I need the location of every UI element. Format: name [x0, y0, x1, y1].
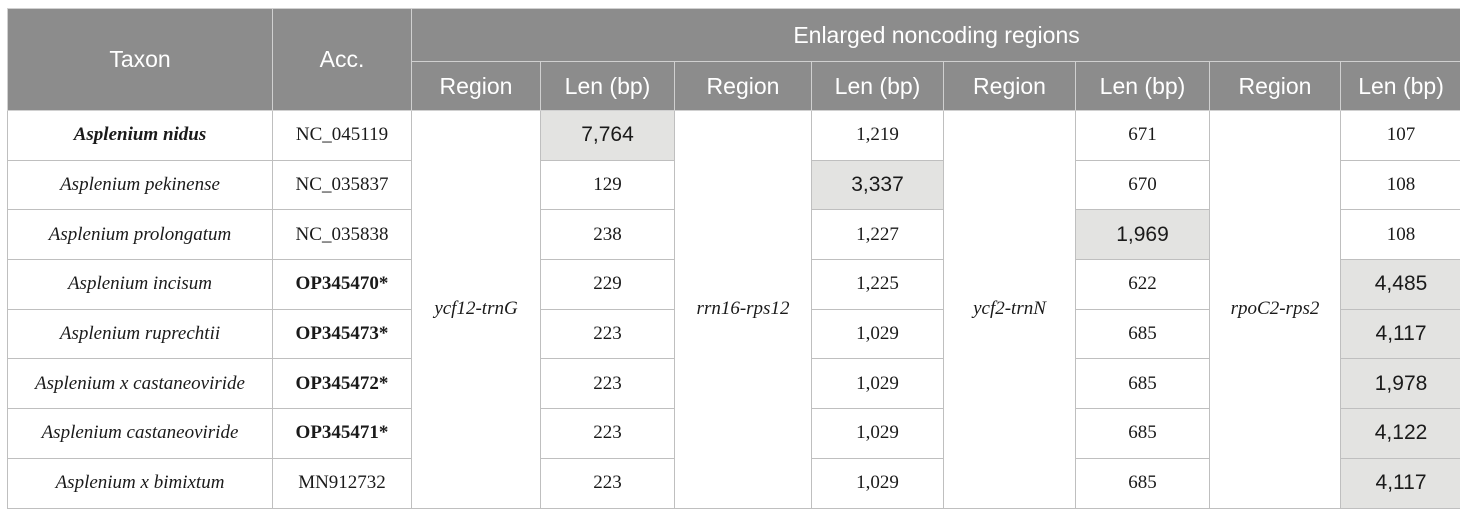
len-cell: 129 — [540, 159, 675, 211]
header-region-1: Region — [411, 61, 541, 111]
table-row: Asplenium prolongatum NC_035838 238 1,22… — [7, 209, 1460, 261]
len-cell: 108 — [1339, 159, 1460, 211]
table-row: Asplenium pekinense NC_035837 129 3,337 … — [7, 159, 1460, 211]
len-cell: 1,225 — [811, 259, 944, 310]
header-region-4: Region — [1209, 61, 1341, 111]
len-cell: 622 — [1075, 259, 1210, 310]
len-cell: 685 — [1075, 308, 1210, 360]
table-row: Asplenium incisum OP345470* 229 1,225 62… — [7, 259, 1460, 310]
region-cell-3: ycf2-trnN — [943, 110, 1076, 509]
len-cell: 229 — [540, 259, 675, 310]
table-row: Asplenium x bimixtum MN912732 223 1,029 … — [7, 457, 1460, 509]
len-cell: 685 — [1075, 408, 1210, 459]
table-row: Asplenium nidus NC_045119 ycf12-trnG 7,7… — [7, 110, 1460, 509]
taxon-cell: Asplenium x bimixtum — [7, 457, 273, 509]
taxon-cell: Asplenium prolongatum — [7, 209, 273, 261]
noncoding-regions-table: Taxon Acc. Enlarged noncoding regions Re… — [7, 8, 1460, 509]
len-cell: 223 — [540, 308, 675, 360]
acc-cell: NC_045119 — [272, 110, 412, 161]
acc-cell: NC_035837 — [272, 159, 412, 211]
taxon-cell: Asplenium ruprechtii — [7, 308, 273, 360]
len-cell: 108 — [1339, 209, 1460, 261]
header-acc: Acc. — [272, 8, 412, 111]
len-cell-highlighted: 4,122 — [1339, 408, 1460, 459]
table-row: Asplenium castaneoviride OP345471* 223 1… — [7, 408, 1460, 459]
taxon-cell: Asplenium incisum — [7, 259, 273, 310]
acc-cell: OP345473* — [272, 308, 412, 360]
len-cell: 223 — [540, 408, 675, 459]
len-cell: 107 — [1339, 110, 1460, 161]
header-taxon: Taxon — [7, 8, 273, 111]
len-cell: 1,227 — [811, 209, 944, 261]
table-row: Asplenium x castaneoviride OP345472* 223… — [7, 358, 1460, 410]
len-cell: 1,029 — [811, 408, 944, 459]
data-table-container: Taxon Acc. Enlarged noncoding regions Re… — [7, 8, 1460, 509]
header-len-2: Len (bp) — [811, 61, 944, 111]
acc-cell: MN912732 — [272, 457, 412, 509]
table-row: Asplenium ruprechtii OP345473* 223 1,029… — [7, 308, 1460, 360]
len-cell-highlighted: 3,337 — [811, 159, 944, 211]
len-cell: 1,219 — [811, 110, 944, 161]
acc-cell: OP345472* — [272, 358, 412, 410]
region-cell-1: ycf12-trnG — [411, 110, 541, 509]
len-cell-highlighted: 7,764 — [540, 110, 675, 161]
acc-cell: NC_035838 — [272, 209, 412, 261]
header-len-3: Len (bp) — [1075, 61, 1210, 111]
acc-cell: OP345470* — [272, 259, 412, 310]
region-cell-4: rpoC2-rps2 — [1209, 110, 1341, 509]
len-cell: 1,029 — [811, 308, 944, 360]
taxon-cell: Asplenium x castaneoviride — [7, 358, 273, 410]
len-cell: 1,029 — [811, 457, 944, 509]
header-len-4: Len (bp) — [1339, 61, 1460, 111]
header-region-2: Region — [674, 61, 812, 111]
len-cell: 685 — [1075, 358, 1210, 410]
taxon-cell: Asplenium castaneoviride — [7, 408, 273, 459]
header-region-3: Region — [943, 61, 1076, 111]
taxon-cell: Asplenium nidus — [7, 110, 273, 161]
header-len-1: Len (bp) — [540, 61, 675, 111]
len-cell-highlighted: 1,969 — [1075, 209, 1210, 261]
len-cell: 685 — [1075, 457, 1210, 509]
len-cell: 1,029 — [811, 358, 944, 410]
len-cell: 670 — [1075, 159, 1210, 211]
len-cell-highlighted: 4,117 — [1339, 457, 1460, 509]
len-cell: 238 — [540, 209, 675, 261]
taxon-cell: Asplenium pekinense — [7, 159, 273, 211]
acc-cell: OP345471* — [272, 408, 412, 459]
header-enlarged-noncoding-regions: Enlarged noncoding regions — [410, 8, 1460, 62]
len-cell: 223 — [540, 358, 675, 410]
len-cell: 223 — [540, 457, 675, 509]
len-cell-highlighted: 4,117 — [1339, 308, 1460, 360]
region-cell-2: rrn16-rps12 — [674, 110, 812, 509]
len-cell-highlighted: 4,485 — [1339, 259, 1460, 310]
len-cell: 671 — [1075, 110, 1210, 161]
len-cell-highlighted: 1,978 — [1339, 358, 1460, 410]
